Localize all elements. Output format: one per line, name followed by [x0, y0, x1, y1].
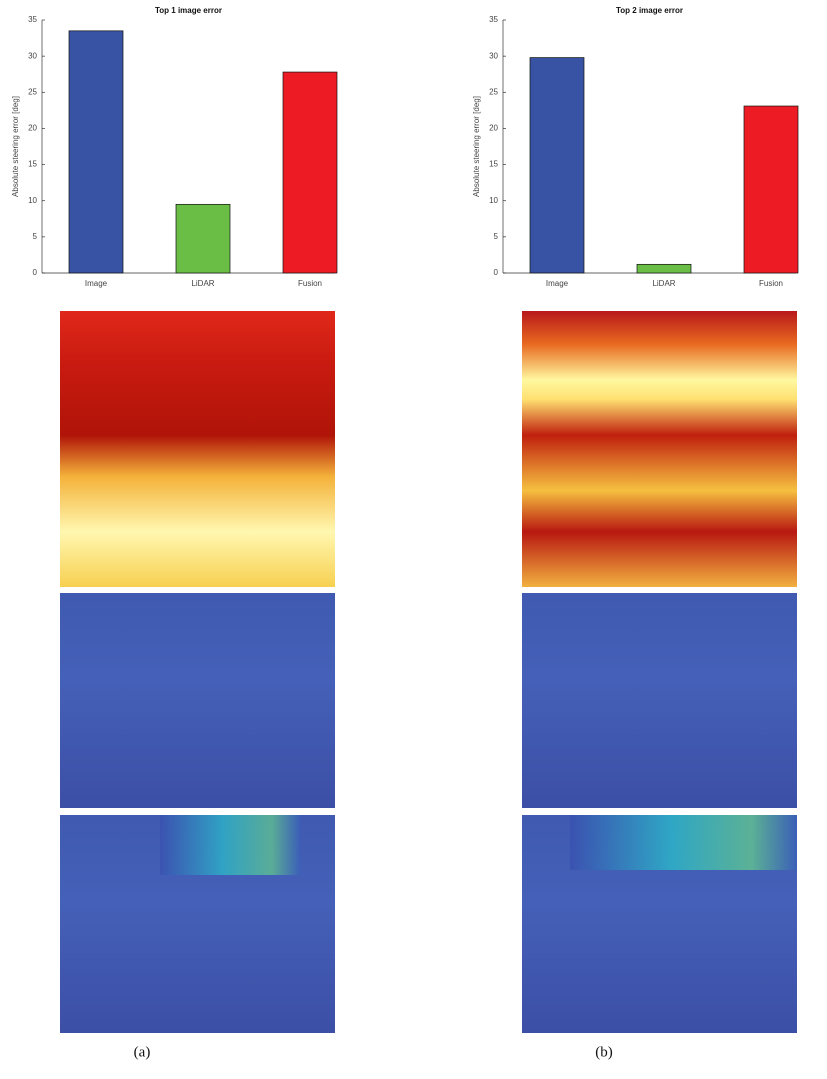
- bar: [176, 204, 230, 273]
- x-tick-label: Image: [85, 279, 108, 288]
- y-tick-label: 25: [28, 87, 37, 96]
- y-tick-label: 0: [494, 268, 499, 277]
- y-tick-label: 30: [489, 51, 498, 60]
- y-tick-label: 5: [494, 232, 499, 241]
- y-tick-label: 35: [489, 15, 498, 24]
- page: (a) (b) Top 1 image error Absolute steeri…: [0, 0, 827, 1079]
- y-tick-label: 25: [489, 87, 498, 96]
- activation-highlight: [570, 815, 797, 870]
- bar: [637, 264, 691, 273]
- y-tick-label: 30: [28, 51, 37, 60]
- panel-images: [60, 311, 797, 1033]
- y-tick-label: 0: [33, 268, 38, 277]
- thermal-image: [522, 311, 797, 587]
- y-tick-label: 5: [33, 232, 38, 241]
- figure: (a) (b) Top 1 image error Absolute steeri…: [0, 0, 827, 1079]
- y-tick-label: 10: [28, 196, 37, 205]
- caption: (a): [134, 1044, 151, 1060]
- bar: [69, 31, 123, 273]
- activation-map: [60, 593, 335, 808]
- y-tick-label: 15: [489, 160, 498, 169]
- y-tick-label: 35: [28, 15, 37, 24]
- x-tick-label: Image: [546, 279, 569, 288]
- y-tick-label: 20: [489, 124, 498, 133]
- activation-map: [522, 593, 797, 808]
- x-tick-label: Fusion: [759, 279, 783, 288]
- bar: [744, 106, 798, 273]
- x-tick-label: LiDAR: [652, 279, 675, 288]
- y-axis-label: Absolute steering error [deg]: [11, 96, 20, 197]
- y-axis-label: Absolute steering error [deg]: [472, 96, 481, 197]
- bar: [530, 58, 584, 273]
- x-tick-label: LiDAR: [191, 279, 214, 288]
- y-tick-label: 10: [489, 196, 498, 205]
- x-tick-label: Fusion: [298, 279, 322, 288]
- y-tick-label: 15: [28, 160, 37, 169]
- thermal-image: [60, 311, 335, 587]
- activation-highlight: [160, 815, 300, 875]
- bar: [283, 72, 337, 273]
- chart-title: Top 1 image error: [155, 6, 222, 15]
- y-tick-label: 20: [28, 124, 37, 133]
- caption: (b): [595, 1044, 613, 1060]
- chart-title: Top 2 image error: [616, 6, 683, 15]
